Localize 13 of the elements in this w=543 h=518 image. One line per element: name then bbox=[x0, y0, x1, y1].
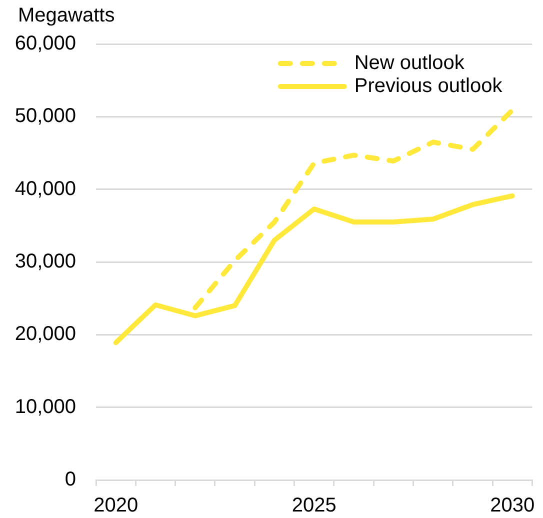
y-tick-label: 0 bbox=[64, 468, 76, 491]
legend-label: New outlook bbox=[354, 52, 466, 74]
y-tick-label: 30,000 bbox=[14, 250, 76, 273]
x-tick-label: 2020 bbox=[94, 494, 138, 517]
x-tick-label: 2025 bbox=[292, 494, 336, 517]
y-tick-label: 60,000 bbox=[14, 32, 76, 55]
y-tick-label: 10,000 bbox=[14, 396, 76, 418]
y-tick-label: 50,000 bbox=[14, 105, 76, 128]
y-tick-label: 20,000 bbox=[14, 323, 76, 346]
legend-label: Previous outlook bbox=[354, 75, 504, 98]
x-tick-label: 2030 bbox=[490, 494, 535, 517]
y-tick-label: 40,000 bbox=[14, 178, 76, 200]
y-axis-title: Megawatts bbox=[18, 4, 115, 27]
